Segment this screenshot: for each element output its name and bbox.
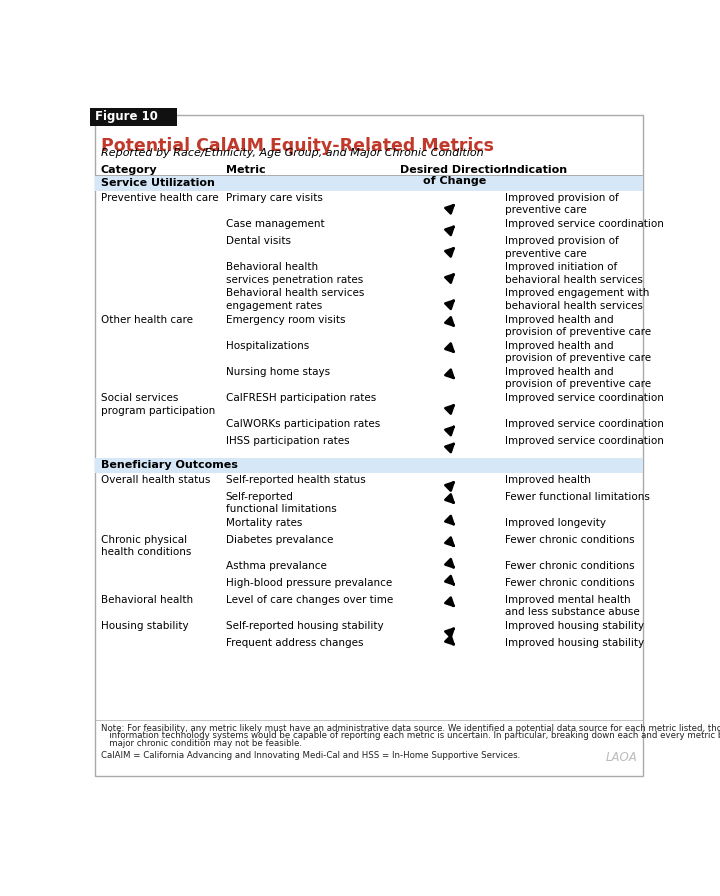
Text: Metric: Metric <box>225 165 265 175</box>
Text: Improved health and
provision of preventive care: Improved health and provision of prevent… <box>505 314 651 337</box>
Text: CalAIM = California Advancing and Innovating Medi-Cal and HSS = In-Home Supporti: CalAIM = California Advancing and Innova… <box>101 751 520 760</box>
Text: Fewer chronic conditions: Fewer chronic conditions <box>505 578 634 588</box>
Text: CalFRESH participation rates: CalFRESH participation rates <box>225 393 376 403</box>
Text: major chronic condition may not be feasible.: major chronic condition may not be feasi… <box>101 739 302 748</box>
Text: Fewer chronic conditions: Fewer chronic conditions <box>505 535 634 545</box>
Text: High-blood pressure prevalance: High-blood pressure prevalance <box>225 578 392 588</box>
Text: Improved engagement with
behavioral health services: Improved engagement with behavioral heal… <box>505 289 649 311</box>
Text: Nursing home stays: Nursing home stays <box>225 367 330 377</box>
Text: Category: Category <box>101 165 158 175</box>
Text: Beneficiary Outcomes: Beneficiary Outcomes <box>101 461 238 470</box>
Text: Behavioral health services
engagement rates: Behavioral health services engagement ra… <box>225 289 364 311</box>
Text: Case management: Case management <box>225 220 324 229</box>
Text: Preventive health care: Preventive health care <box>101 193 218 203</box>
Text: Potential CalAIM Equity-Related Metrics: Potential CalAIM Equity-Related Metrics <box>101 137 494 155</box>
Text: CalWORKs participation rates: CalWORKs participation rates <box>225 419 380 429</box>
Text: Primary care visits: Primary care visits <box>225 193 323 203</box>
Text: Social services
program participation: Social services program participation <box>101 393 215 416</box>
Text: Improved service coordination: Improved service coordination <box>505 436 664 446</box>
Text: Self-reported housing stability: Self-reported housing stability <box>225 621 383 631</box>
Text: Improved housing stability: Improved housing stability <box>505 621 644 631</box>
Bar <box>94 176 644 192</box>
Text: Improved health and
provision of preventive care: Improved health and provision of prevent… <box>505 340 651 363</box>
Text: Behavioral health: Behavioral health <box>101 595 193 605</box>
Text: Improved mental health
and less substance abuse: Improved mental health and less substanc… <box>505 595 639 617</box>
Text: Indication: Indication <box>505 165 567 175</box>
Text: Improved initiation of
behavioral health services: Improved initiation of behavioral health… <box>505 263 642 285</box>
Text: Chronic physical
health conditions: Chronic physical health conditions <box>101 535 192 557</box>
Text: Fewer functional limitations: Fewer functional limitations <box>505 492 649 502</box>
Text: Overall health status: Overall health status <box>101 475 210 485</box>
Text: Figure 10: Figure 10 <box>96 110 158 124</box>
Text: Improved health: Improved health <box>505 475 590 485</box>
Text: Other health care: Other health care <box>101 314 193 324</box>
Bar <box>90 108 177 126</box>
Text: Fewer chronic conditions: Fewer chronic conditions <box>505 561 634 571</box>
Text: Mortality rates: Mortality rates <box>225 518 302 528</box>
Text: Improved housing stability: Improved housing stability <box>505 638 644 648</box>
Text: Service Utilization: Service Utilization <box>101 178 215 188</box>
Text: Improved provision of
preventive care: Improved provision of preventive care <box>505 193 618 215</box>
Text: Reported by Race/Ethnicity, Age Group, and Major Chronic Condition: Reported by Race/Ethnicity, Age Group, a… <box>101 149 483 159</box>
Text: Improved service coordination: Improved service coordination <box>505 220 664 229</box>
Text: Dental visits: Dental visits <box>225 237 291 246</box>
Text: Asthma prevalance: Asthma prevalance <box>225 561 326 571</box>
Text: Emergency room visits: Emergency room visits <box>225 314 345 324</box>
Text: Improved provision of
preventive care: Improved provision of preventive care <box>505 237 618 259</box>
Text: Behavioral health
services penetration rates: Behavioral health services penetration r… <box>225 263 363 285</box>
Text: Improved longevity: Improved longevity <box>505 518 606 528</box>
Text: Frequent address changes: Frequent address changes <box>225 638 363 648</box>
Text: information technology systems would be capable of reporting each metric is unce: information technology systems would be … <box>101 731 720 740</box>
Text: Improved health and
provision of preventive care: Improved health and provision of prevent… <box>505 367 651 390</box>
Text: LAOA: LAOA <box>606 751 637 764</box>
Text: Hospitalizations: Hospitalizations <box>225 340 309 351</box>
Text: Note: For feasibility, any metric likely must have an administrative data source: Note: For feasibility, any metric likely… <box>101 724 720 733</box>
Text: IHSS participation rates: IHSS participation rates <box>225 436 349 446</box>
Bar <box>94 458 644 473</box>
Text: Improved service coordination: Improved service coordination <box>505 393 664 403</box>
Text: Desired Direction
of Change: Desired Direction of Change <box>400 165 509 186</box>
Text: Self-reported health status: Self-reported health status <box>225 475 365 485</box>
Text: Self-reported
functional limitations: Self-reported functional limitations <box>225 492 336 514</box>
Text: Level of care changes over time: Level of care changes over time <box>225 595 393 605</box>
Text: Improved service coordination: Improved service coordination <box>505 419 664 429</box>
Text: Housing stability: Housing stability <box>101 621 189 631</box>
Text: Diabetes prevalance: Diabetes prevalance <box>225 535 333 545</box>
